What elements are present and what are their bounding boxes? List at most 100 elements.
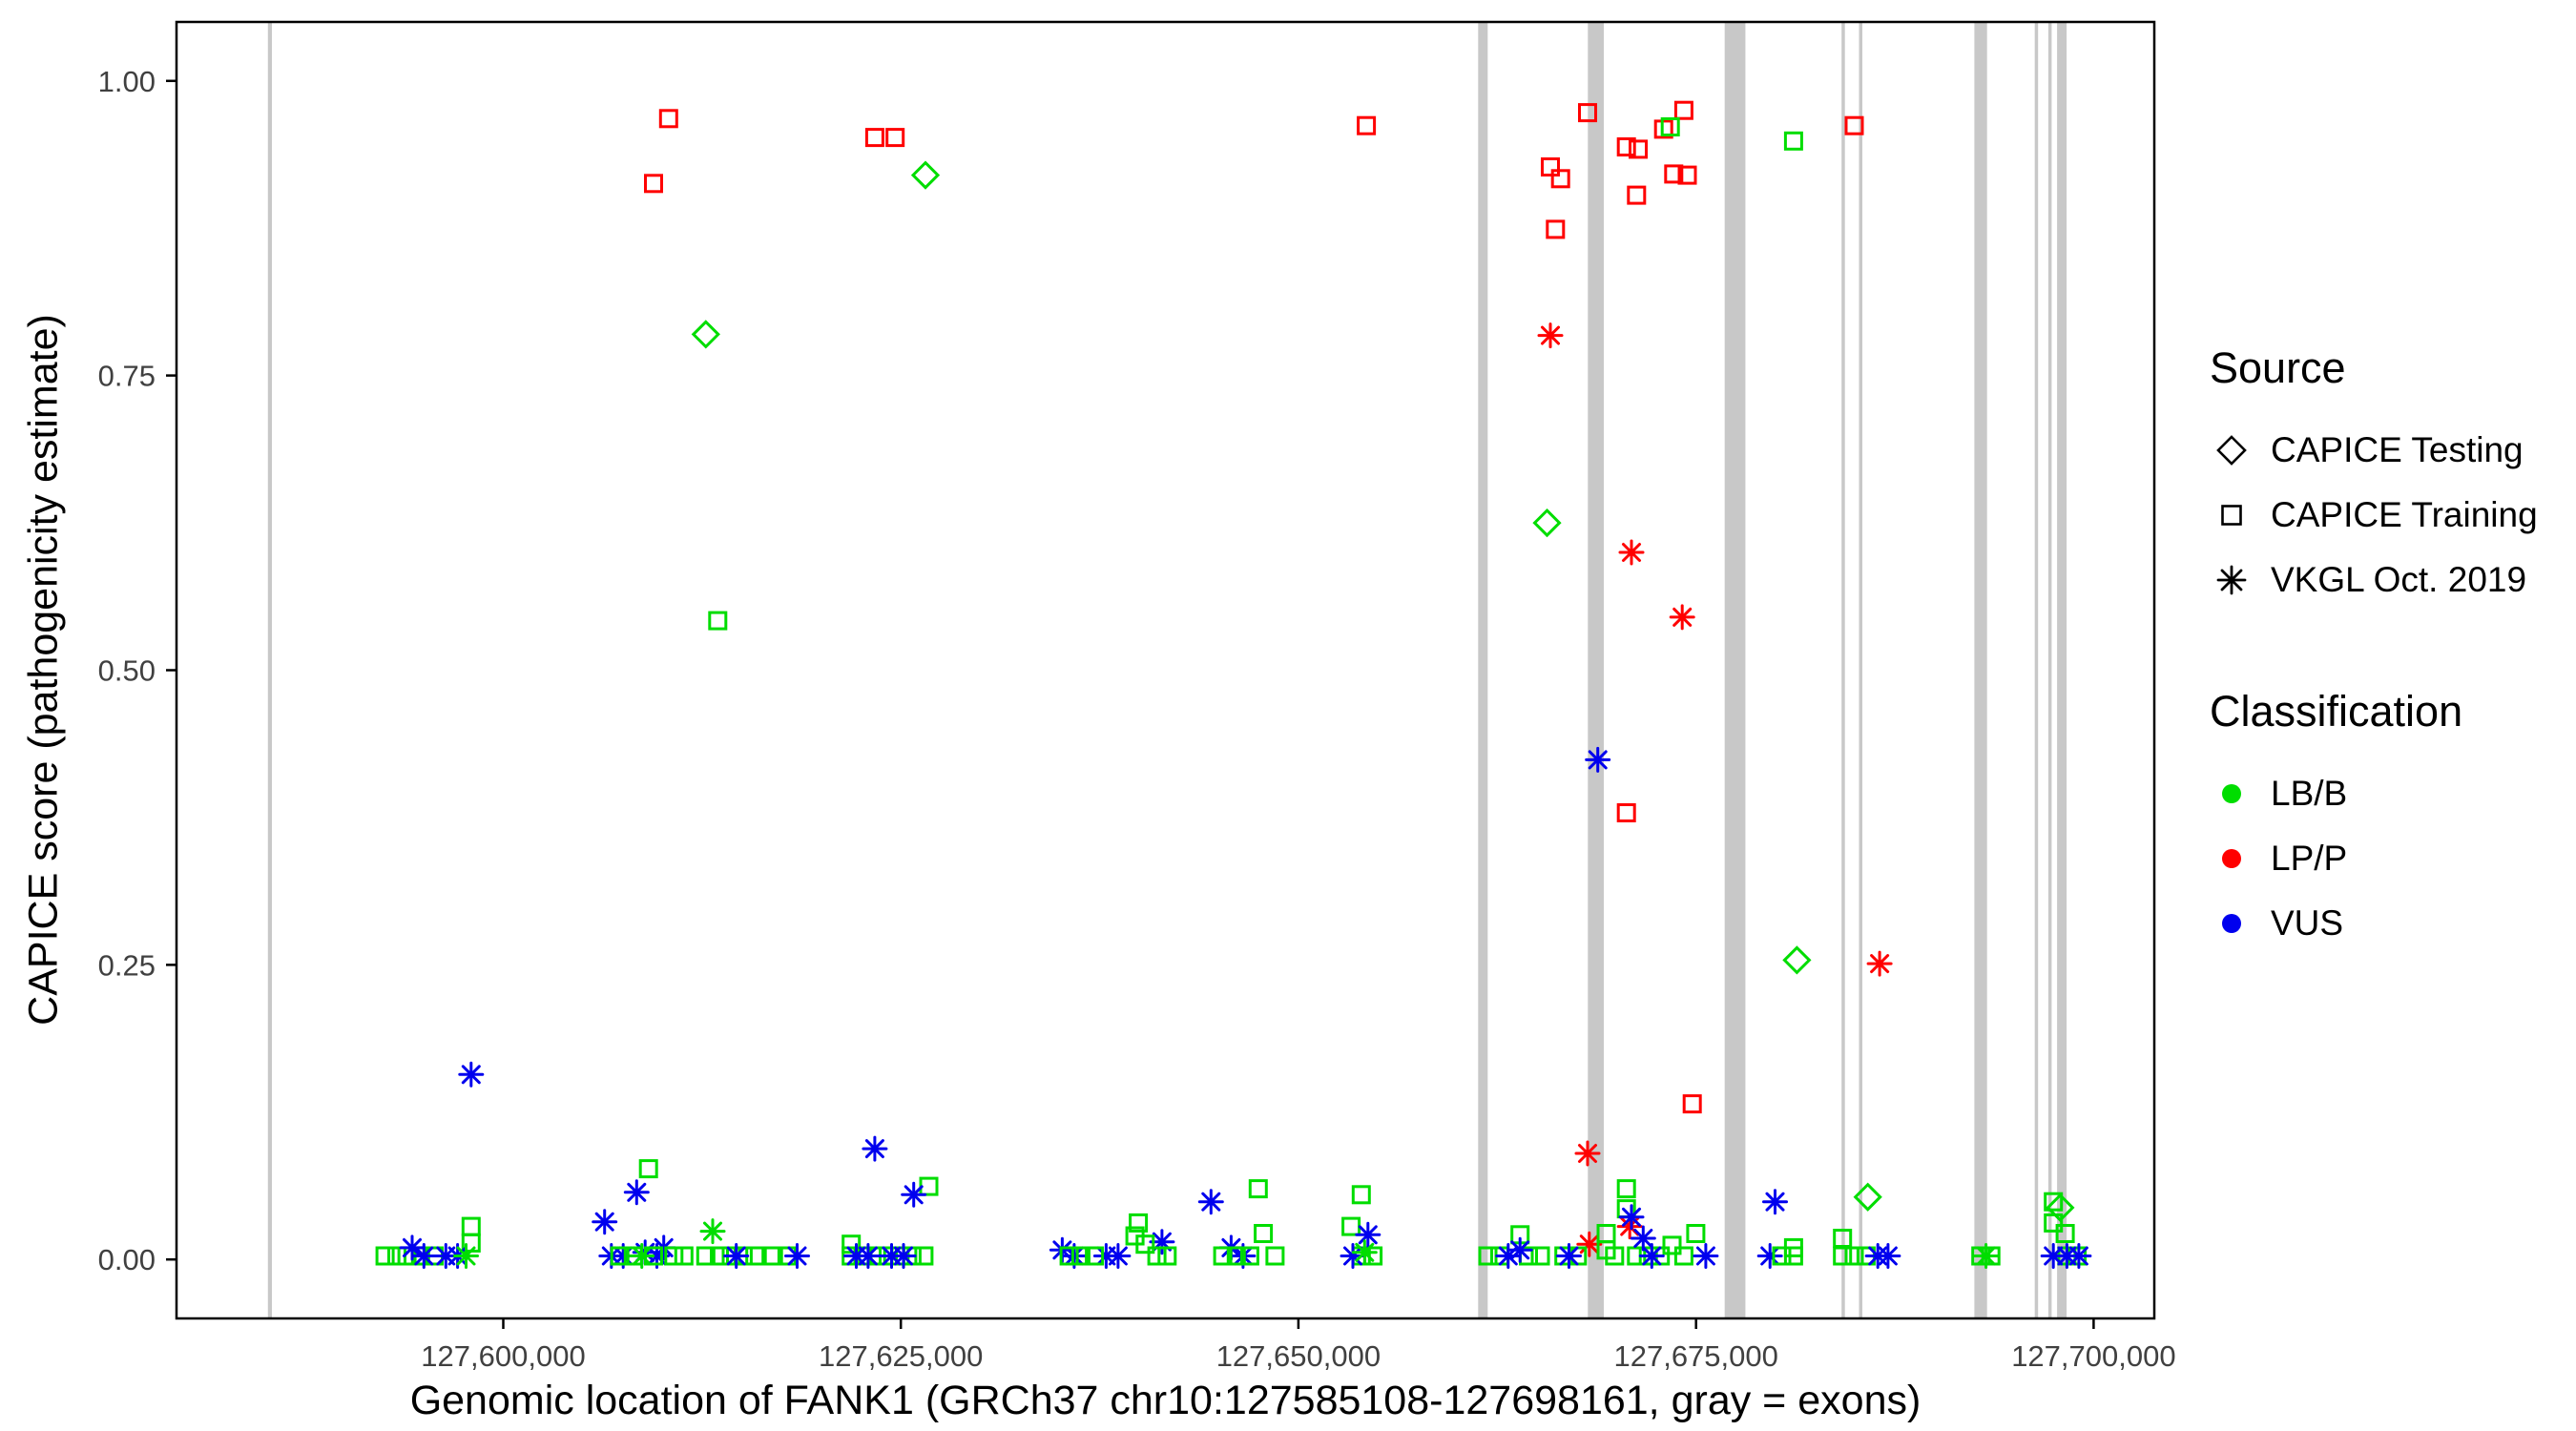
x-tick-label: 127,650,000 <box>1216 1339 1381 1373</box>
legend-item-label: VUS <box>2271 903 2344 943</box>
data-point <box>1669 604 1695 631</box>
square-icon <box>2221 505 2242 526</box>
data-point <box>644 174 663 194</box>
y-tick-label: 1.00 <box>98 65 156 98</box>
exon-bar <box>1724 22 1746 1318</box>
data-point <box>914 1246 934 1266</box>
exon-bar <box>1588 22 1604 1318</box>
data-point <box>2044 1192 2064 1212</box>
data-point <box>855 1243 882 1269</box>
y-tick-label: 0.75 <box>98 360 156 393</box>
data-point <box>1973 1243 2000 1269</box>
y-tick-label: 0.00 <box>98 1243 156 1276</box>
data-point <box>610 1246 630 1266</box>
legend-item-lpp: LP/P <box>2210 826 2538 891</box>
data-point <box>1578 103 1597 123</box>
diamond-icon <box>2216 435 2247 466</box>
data-point <box>2055 1224 2075 1243</box>
data-point <box>901 1181 927 1208</box>
data-point <box>890 1243 917 1269</box>
data-point <box>1556 1243 1582 1269</box>
data-point <box>387 1246 406 1266</box>
data-point <box>708 611 728 631</box>
exon-bar <box>1974 22 1987 1318</box>
data-point <box>1673 100 1693 120</box>
legend-classification-title: Classification <box>2210 687 2463 736</box>
data-point <box>1844 1246 1864 1266</box>
x-tick-label: 127,700,000 <box>2011 1339 2175 1373</box>
data-point <box>1693 1243 1719 1269</box>
legend-source-title: Source <box>2210 343 2346 392</box>
green-dot-icon <box>2222 784 2241 803</box>
data-point <box>1355 1221 1381 1248</box>
data-point <box>1147 1246 1167 1266</box>
legend-item-label: LB/B <box>2271 774 2348 813</box>
data-point <box>1616 137 1636 156</box>
data-point <box>864 128 884 148</box>
legend-spacer <box>2210 612 2538 687</box>
data-point <box>1135 1234 1155 1255</box>
data-point <box>629 1243 655 1269</box>
data-point <box>763 1246 783 1266</box>
data-point <box>399 1234 426 1261</box>
exon-bar <box>2034 22 2039 1318</box>
data-point <box>1351 1185 1371 1205</box>
data-point <box>1627 185 1647 205</box>
legend-item-vkgl: VKGL Oct. 2019 <box>2210 548 2538 612</box>
data-point <box>1537 322 1564 349</box>
data-point <box>410 1243 437 1269</box>
data-point <box>1213 1246 1233 1266</box>
data-point <box>1616 1179 1636 1199</box>
data-point <box>1682 1094 1702 1114</box>
data-point <box>1782 945 1812 975</box>
data-point <box>453 1243 479 1269</box>
data-point <box>1070 1246 1091 1266</box>
data-point <box>1618 539 1645 566</box>
data-point <box>2044 1213 2064 1233</box>
data-point <box>1530 1246 1550 1266</box>
data-point <box>1660 117 1680 136</box>
data-point <box>1783 131 1803 151</box>
exon-bar <box>1841 22 1845 1318</box>
data-point <box>1157 1246 1177 1266</box>
exon-bar <box>2057 22 2067 1318</box>
data-point <box>1605 1246 1625 1266</box>
x-tick-label: 127,600,000 <box>421 1339 585 1373</box>
x-axis-title: Genomic location of FANK1 (GRCh37 chr10:… <box>409 1378 1922 1423</box>
legend-item-label: CAPICE Training <box>2271 495 2538 534</box>
legend: Source CAPICE Testing CAPICE Training <box>2210 343 2538 956</box>
data-point <box>638 1159 658 1179</box>
data-point <box>691 320 720 349</box>
panel-border <box>175 20 2156 1320</box>
data-point <box>1265 1246 1285 1266</box>
data-point <box>1541 157 1560 176</box>
data-point <box>1550 169 1570 189</box>
legend-item-label: CAPICE Testing <box>2271 430 2524 469</box>
x-tick-label: 127,675,000 <box>1613 1339 1777 1373</box>
data-point <box>1677 165 1697 185</box>
data-point <box>1341 1216 1361 1236</box>
data-point <box>1357 115 1377 135</box>
data-point <box>1686 1224 1706 1243</box>
y-tick-label: 0.50 <box>98 654 156 688</box>
data-point <box>1085 1246 1105 1266</box>
data-point <box>1629 139 1648 159</box>
data-point <box>1616 803 1636 822</box>
data-point <box>1340 1243 1366 1269</box>
data-point <box>745 1246 765 1266</box>
exon-bar <box>2047 22 2052 1318</box>
data-point <box>1532 508 1562 538</box>
legend-item-label: VKGL Oct. 2019 <box>2271 560 2527 599</box>
data-point <box>1129 1213 1149 1233</box>
data-point <box>1638 1243 1665 1269</box>
y-tick-label: 0.25 <box>98 948 156 982</box>
data-point <box>1844 115 1864 135</box>
legend-item-vus: VUS <box>2210 891 2538 956</box>
data-point <box>1866 950 1893 977</box>
data-point <box>1630 1225 1656 1252</box>
asterisk-icon <box>2216 565 2247 595</box>
legend-item-label: LP/P <box>2271 839 2348 878</box>
x-tick-label: 127,625,000 <box>819 1339 983 1373</box>
red-dot-icon <box>2222 849 2241 868</box>
